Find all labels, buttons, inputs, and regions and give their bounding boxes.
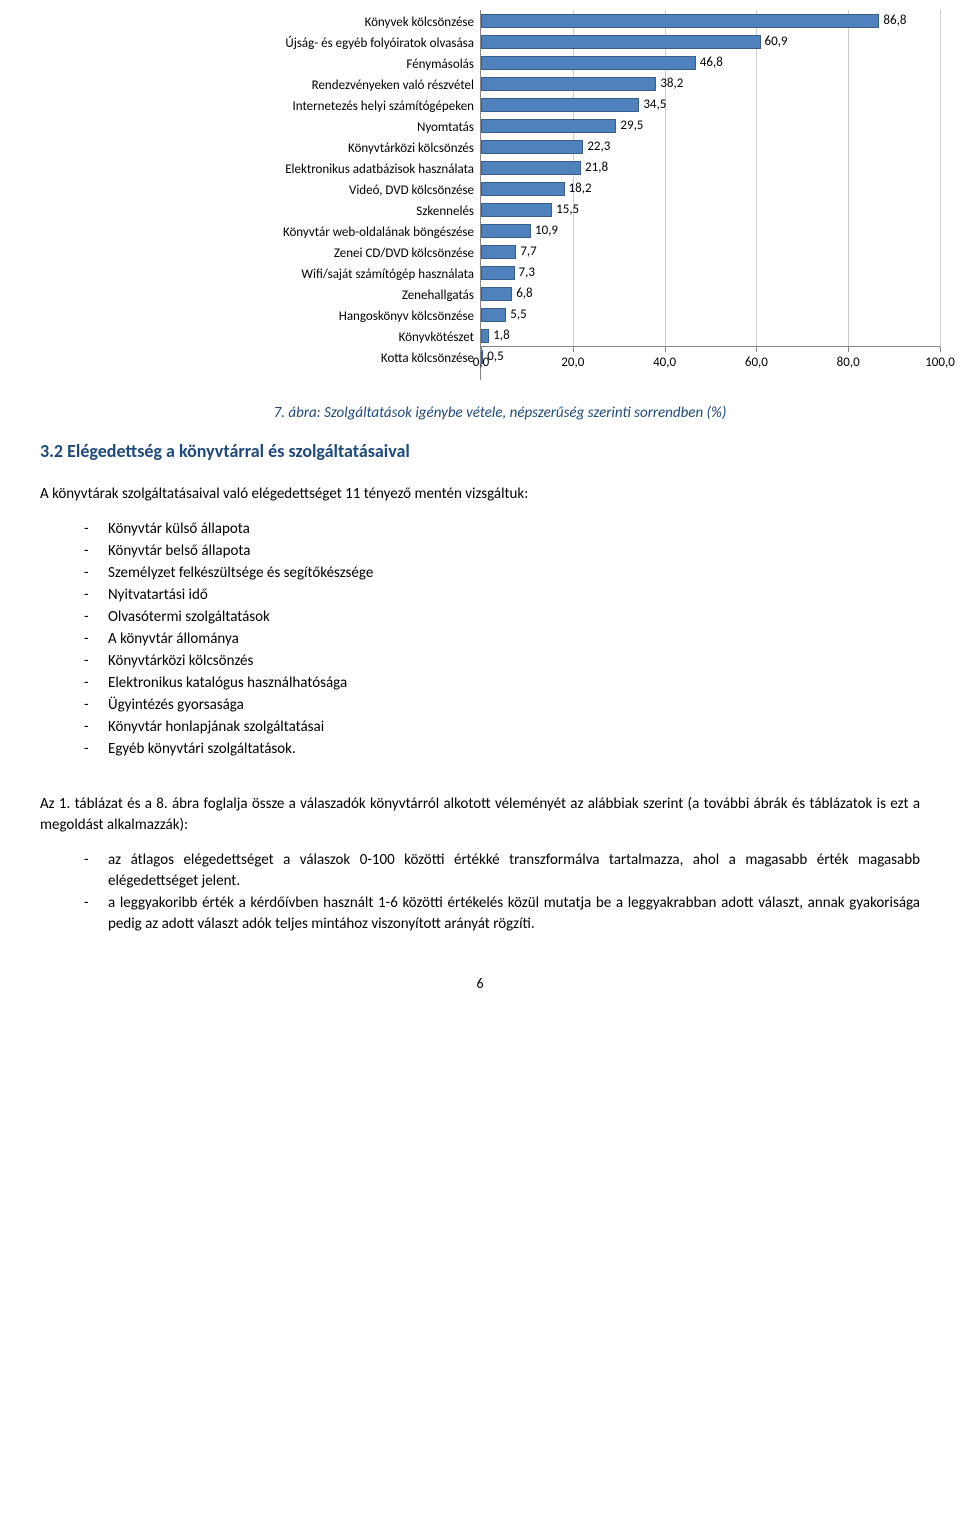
chart-x-tick-label: 100,0 (925, 355, 955, 370)
chart-bar-value: 5,5 (510, 307, 526, 322)
chart-bar (481, 161, 581, 175)
chart-bar-row: 34,5 (481, 94, 940, 115)
chart-bar-row: 7,7 (481, 241, 940, 262)
section-heading: 3.2 Elégedettség a könyvtárral és szolgá… (40, 440, 920, 462)
chart-bar (481, 56, 696, 70)
chart-bar (481, 14, 879, 28)
chart-x-axis: 0,020,040,060,080,0100,0 (481, 346, 940, 380)
chart-bar-value: 7,3 (519, 265, 535, 280)
chart-y-label: Rendezvényeken való részvétel (220, 75, 480, 96)
chart-bar-row: 60,9 (481, 31, 940, 52)
chart-bar (481, 35, 761, 49)
list-item: Könyvtár honlapjának szolgáltatásai (84, 717, 920, 738)
chart-y-label: Újság- és egyéb folyóiratok olvasása (220, 33, 480, 54)
chart-bar-value: 34,5 (643, 97, 666, 112)
chart-bar (481, 287, 512, 301)
chart-x-tick-label: 20,0 (561, 355, 584, 370)
list-item: Könyvtár külső állapota (84, 519, 920, 540)
chart-bar-row: 86,8 (481, 10, 940, 31)
chart-bar-row: 5,5 (481, 304, 940, 325)
chart-bar (481, 266, 515, 280)
chart-y-label: Könyvtár web-oldalának böngészése (220, 222, 480, 243)
list-item: az átlagos elégedettséget a válaszok 0-1… (84, 850, 920, 892)
figure-caption: 7. ábra: Szolgáltatások igénybe vétele, … (40, 404, 920, 422)
chart-bar-value: 21,8 (585, 160, 608, 175)
chart-bar-row: 10,9 (481, 220, 940, 241)
chart-bar (481, 98, 639, 112)
list-item: Egyéb könyvtári szolgáltatások. (84, 739, 920, 760)
chart-bar-value: 6,8 (516, 286, 532, 301)
chart-bar (481, 77, 656, 91)
chart-y-label: Szkennelés (220, 201, 480, 222)
chart-plot-area: 86,8 60,9 46,8 38,2 34,529,5 22,3 21,8 18,2 15,5… (480, 10, 940, 380)
chart-y-label: Videó, DVD kölcsönzése (220, 180, 480, 201)
chart-y-label: Fénymásolás (220, 54, 480, 75)
chart-bar-value: 1,8 (493, 328, 509, 343)
chart-y-label: Zenei CD/DVD kölcsönzése (220, 243, 480, 264)
list-item: Nyitvatartási idő (84, 585, 920, 606)
chart-x-tick-label: 40,0 (653, 355, 676, 370)
chart-bar (481, 140, 583, 154)
chart-y-label: Wifi/saját számítógép használata (220, 264, 480, 285)
services-usage-chart: Könyvek kölcsönzéseÚjság- és egyéb folyó… (220, 10, 940, 380)
list-item: Olvasótermi szolgáltatások (84, 607, 920, 628)
chart-bar-row: 7,3 (481, 262, 940, 283)
page-number: 6 (40, 975, 920, 992)
list-item: Elektronikus katalógus használhatósága (84, 673, 920, 694)
list-item: Ügyintézés gyorsasága (84, 695, 920, 716)
list-item: Személyzet felkészültsége és segítőkészs… (84, 563, 920, 584)
chart-bar (481, 119, 616, 133)
chart-bar-value: 7,7 (520, 244, 536, 259)
chart-y-label: Hangoskönyv kölcsönzése (220, 306, 480, 327)
chart-bar-row: 1,8 (481, 325, 940, 346)
chart-y-label: Elektronikus adatbázisok használata (220, 159, 480, 180)
chart-bar (481, 224, 531, 238)
chart-bar-row: 46,8 (481, 52, 940, 73)
chart-bar-value: 18,2 (569, 181, 592, 196)
list-item: Könyvtárközi kölcsönzés (84, 651, 920, 672)
chart-y-label: Zenehallgatás (220, 285, 480, 306)
chart-bar (481, 203, 552, 217)
chart-y-label: Könyvkötészet (220, 327, 480, 348)
chart-y-label: Könyvtárközi kölcsönzés (220, 138, 480, 159)
chart-bar-value: 15,5 (556, 202, 579, 217)
explanation-paragraph: Az 1. táblázat és a 8. ábra foglalja öss… (40, 794, 920, 836)
chart-bar-row: 15,5 (481, 199, 940, 220)
chart-bar-value: 22,3 (587, 139, 610, 154)
chart-y-label: Internetezés helyi számítógépeken (220, 96, 480, 117)
chart-bar-row: 6,8 (481, 283, 940, 304)
chart-bar-row: 38,2 (481, 73, 940, 94)
chart-x-tick-label: 60,0 (745, 355, 768, 370)
chart-y-labels: Könyvek kölcsönzéseÚjság- és egyéb folyó… (220, 10, 480, 380)
list-item: A könyvtár állománya (84, 629, 920, 650)
factors-list: Könyvtár külső állapotaKönyvtár belső ál… (40, 519, 920, 760)
chart-bar (481, 182, 565, 196)
method-list: az átlagos elégedettséget a válaszok 0-1… (40, 850, 920, 935)
chart-bar (481, 308, 506, 322)
list-item: a leggyakoribb érték a kérdőívben haszná… (84, 893, 920, 935)
list-item: Könyvtár belső állapota (84, 541, 920, 562)
chart-bar-value: 86,8 (883, 13, 906, 28)
chart-bar-value: 60,9 (765, 34, 788, 49)
chart-y-label: Nyomtatás (220, 117, 480, 138)
chart-bar-value: 10,9 (535, 223, 558, 238)
chart-bar-value: 29,5 (620, 118, 643, 133)
chart-bar-row: 21,8 (481, 157, 940, 178)
chart-bar-value: 46,8 (700, 55, 723, 70)
chart-bar-row: 29,5 (481, 115, 940, 136)
chart-y-label: Könyvek kölcsönzése (220, 12, 480, 33)
chart-y-label: Kotta kölcsönzése (220, 348, 480, 369)
chart-bar-value: 38,2 (660, 76, 683, 91)
chart-bar-row: 22,3 (481, 136, 940, 157)
chart-x-tick-label: 80,0 (837, 355, 860, 370)
intro-paragraph: A könyvtárak szolgáltatásaival való elég… (40, 484, 920, 505)
chart-bar-row: 18,2 (481, 178, 940, 199)
chart-bar (481, 329, 489, 343)
chart-x-tick-label: 0,0 (473, 355, 489, 370)
chart-bar (481, 245, 516, 259)
